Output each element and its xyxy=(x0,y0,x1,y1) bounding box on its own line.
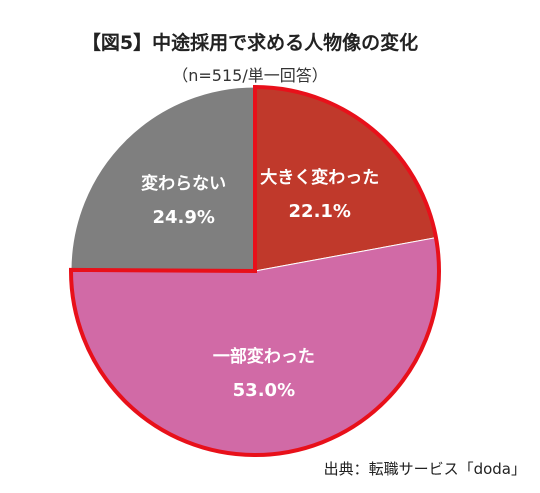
chart-title: 【図5】中途採用で求める人物像の変化 xyxy=(81,32,419,54)
slice-value-label-3: 24.9% xyxy=(152,207,214,228)
slice-label-1: 大きく変わった xyxy=(260,167,379,188)
chart-subtitle: （n=515/単一回答） xyxy=(172,66,328,85)
pie-slice-3 xyxy=(70,86,256,272)
slice-value-label-1: 22.1% xyxy=(289,201,351,222)
highlight-outline xyxy=(69,84,441,457)
slice-label-2: 一部変わった xyxy=(213,346,315,367)
slice-label-3: 変わらない xyxy=(141,173,226,194)
source-note: 出典：転職サービス「doda」 xyxy=(323,460,526,478)
slice-value-label-2: 53.0% xyxy=(233,380,295,401)
